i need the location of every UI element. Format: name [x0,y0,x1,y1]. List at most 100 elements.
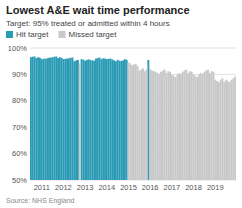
bar [155,72,157,180]
bar [50,58,52,180]
bar [140,70,142,180]
bar [102,58,104,180]
legend-label: Hit target [16,30,49,39]
bar [209,73,211,180]
grid-line [30,48,236,49]
bar [64,59,66,180]
bar [73,61,75,180]
bar [44,59,46,180]
bar [126,60,128,180]
bar [198,74,200,180]
bar [137,66,139,180]
legend-swatch [58,31,65,38]
bar [220,80,222,180]
bar [111,59,113,180]
bar [176,74,178,180]
title: Lowest A&E wait time performance [6,4,190,16]
bar [200,73,202,180]
bar [75,60,77,180]
bars [30,56,236,180]
legend-swatch [6,31,13,38]
bar [203,72,205,180]
y-tick-label: 90% [12,70,27,79]
bar [234,77,236,180]
bar [88,59,90,180]
bar [167,71,169,180]
bar [227,81,229,180]
source: Source: NHS England [6,197,75,205]
bar [39,58,41,180]
bar [189,71,191,180]
bar [55,56,57,180]
x-tick-label: 2013 [77,183,94,192]
bar [171,74,173,180]
bar [182,72,184,180]
x-tick-label: 2016 [142,183,159,192]
bar [153,71,155,180]
bar [146,69,148,180]
bar [205,70,207,180]
x-tick-label: 2012 [55,183,72,192]
bar [138,70,140,180]
bar [35,58,37,180]
bar [97,58,99,180]
bar [131,65,133,180]
bar [122,60,124,180]
bar [110,59,112,180]
bar [68,58,70,180]
bar [142,68,144,180]
bar [57,58,59,180]
bar [82,60,84,180]
bar [193,74,195,180]
y-tick-label: 80% [12,96,27,105]
bar [216,81,218,180]
bar [91,60,93,180]
x-tick-label: 2015 [120,183,137,192]
bar [72,58,74,180]
bar [185,70,187,180]
bar [113,60,115,180]
bar [108,59,110,180]
bar [30,57,32,180]
bar [187,73,189,180]
x-tick-label: 2014 [98,183,115,192]
bar [164,70,166,180]
bar [202,74,204,180]
bar [231,80,233,180]
y-tick-label: 70% [12,123,27,132]
y-tick-label: 60% [12,149,27,158]
bar [128,63,130,180]
bar [95,59,97,180]
y-tick-label: 50% [12,176,27,185]
bar [213,72,215,180]
bar [32,57,34,180]
bar [178,73,180,180]
bar [41,59,43,180]
bar [81,59,83,180]
bar [84,61,86,180]
bar [147,60,149,180]
bar [222,78,224,180]
bar [133,64,135,180]
legend: Hit target Missed target [6,30,117,39]
bar [66,59,68,180]
bar [156,73,158,180]
bar [119,61,121,180]
bar [77,60,79,180]
bar [135,64,137,180]
bar [90,60,92,180]
bar [61,58,63,180]
bar [207,70,209,180]
bar [225,80,227,180]
x-tick-label: 2017 [164,183,181,192]
bar [37,57,39,180]
bar [149,69,151,180]
x-tick-label: 2018 [185,183,202,192]
bar [169,72,171,180]
legend-label: Missed target [68,30,117,39]
bar [166,73,168,180]
bar [211,71,213,180]
bar [124,59,126,180]
bar [53,57,55,180]
subtitle: Target: 95% treated or admitted within 4… [6,19,170,28]
